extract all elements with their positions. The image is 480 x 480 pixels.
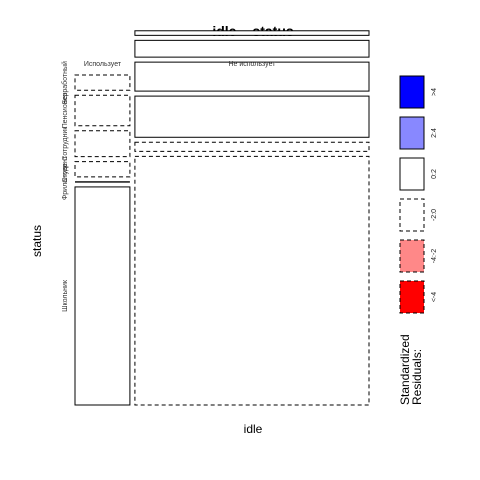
legend-title-line-1: Standardized [398,334,412,405]
y-label-безработный: Безработный [61,61,69,104]
legend-label-0-2: 0:2 [431,169,438,179]
tile-не-использует-студент [134,95,370,138]
tile-использует-безработный [74,74,131,91]
tile-не-использует-безработный [134,30,370,36]
legend-swatch--2-0 [399,198,425,232]
residuals-legend: >4 2:4 0:2 -2:0 -4:-2 <-4 StandardizedResidual… [398,75,438,405]
tile-не-использует-пенсионер [134,39,370,58]
y-label-сотрудник: Сотрудник [62,126,69,161]
tile-не-использует-фрилансер [134,141,370,152]
y-category-labels: Школьник ФрилансерСтудентСотрудникПенсион… [61,61,69,312]
legend-swatch--4-2 [399,239,425,273]
y-label-школьник: Школьник [62,279,69,312]
tile-использует-сотрудник [74,130,131,158]
legend-label-2-4: 2:4 [431,128,438,138]
y-axis-label: status [30,225,44,257]
y-label-фрилансер: Фрилансер [62,164,69,200]
legend-swatch-2-4 [399,116,425,150]
legend-label--4-2: -4:-2 [431,249,438,264]
tile-не-использует-школьник [134,155,370,406]
tile-использует-пенсионер [74,94,131,127]
mosaic-tiles [74,30,370,406]
legend-swatch--4 [399,75,425,109]
legend-swatch-0-2 [399,157,425,191]
x-category-labels: Использует Не использует [84,61,276,68]
legend-label--2-0: -2:0 [431,209,438,221]
tile-не-использует-сотрудник [134,61,370,92]
y-label-студент: Студент [62,155,69,182]
tile-использует-школьник [74,186,131,406]
tile-использует-студент [74,161,131,178]
legend-title-line-2: Residuals: [410,349,424,405]
legend-label--4: <-4 [431,292,438,302]
x-axis-label: idle [244,422,263,436]
x-label-использует: Использует [84,61,122,68]
x-label-не-использует: Не использует [228,61,276,68]
y-label-пенсионер: Пенсионер [62,93,69,129]
legend-label--4: >4 [431,88,438,96]
legend-swatch--4 [399,280,425,314]
